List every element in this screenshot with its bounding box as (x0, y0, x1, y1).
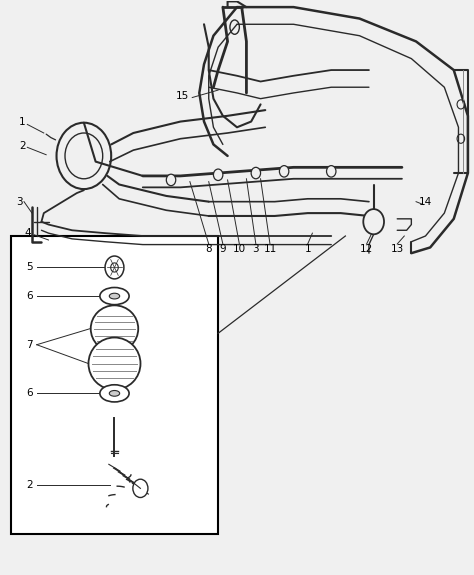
Bar (11, 236, 218, 534)
Text: 2: 2 (19, 141, 26, 151)
Circle shape (166, 174, 176, 186)
Text: 15: 15 (176, 91, 190, 101)
Text: 6: 6 (27, 291, 33, 301)
Text: 5: 5 (27, 262, 33, 273)
Circle shape (327, 166, 336, 177)
Text: 3: 3 (253, 244, 259, 254)
Circle shape (105, 256, 124, 279)
Ellipse shape (100, 288, 129, 305)
Text: 13: 13 (391, 244, 404, 254)
Circle shape (133, 479, 148, 497)
Text: 9: 9 (219, 244, 226, 254)
Text: 14: 14 (419, 197, 432, 206)
Text: 12: 12 (360, 244, 373, 254)
Text: 2: 2 (27, 480, 33, 490)
Text: 6: 6 (27, 388, 33, 398)
Ellipse shape (100, 385, 129, 402)
Ellipse shape (91, 305, 138, 352)
Text: 10: 10 (233, 244, 246, 254)
Ellipse shape (89, 338, 140, 390)
Circle shape (251, 167, 261, 179)
Text: 11: 11 (264, 244, 277, 254)
Text: 1: 1 (19, 117, 26, 126)
Text: 8: 8 (205, 244, 212, 254)
Ellipse shape (109, 390, 119, 396)
Text: 1: 1 (304, 244, 311, 254)
Circle shape (56, 122, 111, 189)
Circle shape (363, 209, 384, 234)
Circle shape (279, 166, 289, 177)
Ellipse shape (109, 293, 119, 299)
Circle shape (65, 133, 103, 179)
Text: 3: 3 (16, 197, 23, 206)
Text: 4: 4 (24, 228, 31, 238)
Text: 7: 7 (27, 340, 33, 350)
Circle shape (213, 169, 223, 181)
